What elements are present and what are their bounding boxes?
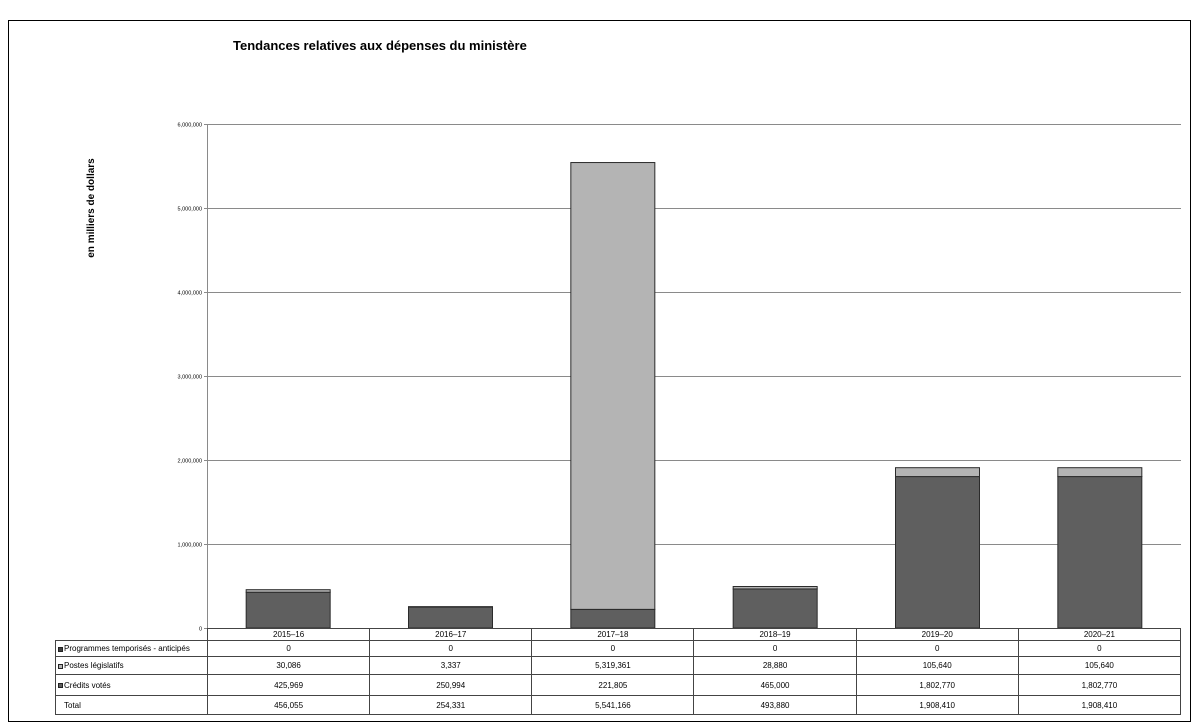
table-value-cell: 0 [1017,640,1182,657]
table-value-cell: 1,802,770 [1017,674,1182,696]
chart-frame [8,20,1191,722]
table-category-header: 2016–17 [369,628,533,641]
table-series-label: Postes législatifs [55,656,208,675]
table-total-cell: 5,541,166 [531,695,695,715]
table-value-cell: 28,880 [693,656,857,675]
bar-segment-postes-legislatifs-2016-17 [408,606,493,608]
table-series-label: Programmes temporisés - anticipés [55,640,208,657]
y-tick-label: 4,000,000 [178,291,202,297]
bar-segment-postes-legislatifs-2015-16 [245,589,331,593]
table-value-cell: 465,000 [693,674,857,696]
table-total-cell: 1,908,410 [1017,695,1182,715]
legend-marker-credits-votes [58,683,63,688]
bar-segment-postes-legislatifs-2018-19 [732,586,818,590]
bar-segment-credits-votes-2016-17 [408,606,493,629]
legend-marker-programmes-temporises-anticipes [58,646,63,652]
table-row-postes-legislatifs: Postes législatifs 30,086 3,337 5,319,361 28… [55,656,1182,675]
table-total-cell: 1,908,410 [855,695,1019,715]
table-total-label: Total [55,695,208,715]
legend-label: Crédits votés [64,680,111,690]
table-row-credits-votes: Crédits votés 425,969 250,994 221,805 465,00… [55,674,1182,696]
legend-label: Programmes temporisés - anticipés [64,644,190,653]
bar-segment-credits-votes-2020-21 [1057,476,1143,629]
y-tick-label: 1,000,000 [178,543,202,549]
table-category-header: 2015–16 [206,628,371,641]
y-tick-label: 3,000,000 [178,375,202,381]
legend-label: Postes législatifs [64,661,124,670]
bar-segment-postes-legislatifs-2017-18 [570,162,656,610]
table-category-header: 2017–18 [531,628,695,641]
bar-segment-postes-legislatifs-2020-21 [1057,467,1143,478]
table-corner-cell [55,628,208,641]
table-value-cell: 0 [531,640,695,657]
bar-segment-credits-votes-2015-16 [245,591,331,629]
table-value-cell: 5,319,361 [531,656,695,675]
table-header-row: 2015–16 2016–17 2017–18 2018–19 2019–20 2020–… [55,628,1182,641]
table-total-cell: 493,880 [693,695,857,715]
chart-data-table: 2015–16 2016–17 2017–18 2018–19 2019–20 2020–… [55,628,1182,715]
bar-segment-postes-legislatifs-2019-20 [895,467,980,478]
bar-segment-credits-votes-2019-20 [895,476,980,629]
table-category-header: 2020–21 [1017,628,1182,641]
table-series-label: Crédits votés [55,674,208,696]
table-total-cell: 254,331 [369,695,533,715]
table-category-header: 2019–20 [855,628,1019,641]
table-value-cell: 0 [855,640,1019,657]
table-value-cell: 250,994 [369,674,533,696]
table-category-header: 2018–19 [693,628,857,641]
chart-title: Tendances relatives aux dépenses du mini… [233,38,527,53]
bar-segment-credits-votes-2017-18 [570,608,656,629]
table-value-cell: 0 [693,640,857,657]
table-value-cell: 105,640 [855,656,1019,675]
table-value-cell: 30,086 [206,656,371,675]
table-value-cell: 1,802,770 [855,674,1019,696]
table-value-cell: 0 [206,640,371,657]
y-tick-label: 5,000,000 [178,207,202,213]
bar-segment-credits-votes-2018-19 [732,588,818,629]
legend-marker-postes-legislatifs [58,663,63,669]
table-row-programmes-temporises-anticipes: Programmes temporisés - anticipés 0 0 0 0 0 0 [55,640,1182,657]
y-tick-label: 2,000,000 [178,459,202,465]
y-tick-label: 6,000,000 [178,123,202,129]
table-row-total: Total 456,055 254,331 5,541,166 493,880 1,908… [55,695,1182,715]
table-value-cell: 3,337 [369,656,533,675]
table-value-cell: 0 [369,640,533,657]
table-value-cell: 425,969 [206,674,371,696]
table-value-cell: 105,640 [1017,656,1182,675]
table-total-cell: 456,055 [206,695,371,715]
table-value-cell: 221,805 [531,674,695,696]
